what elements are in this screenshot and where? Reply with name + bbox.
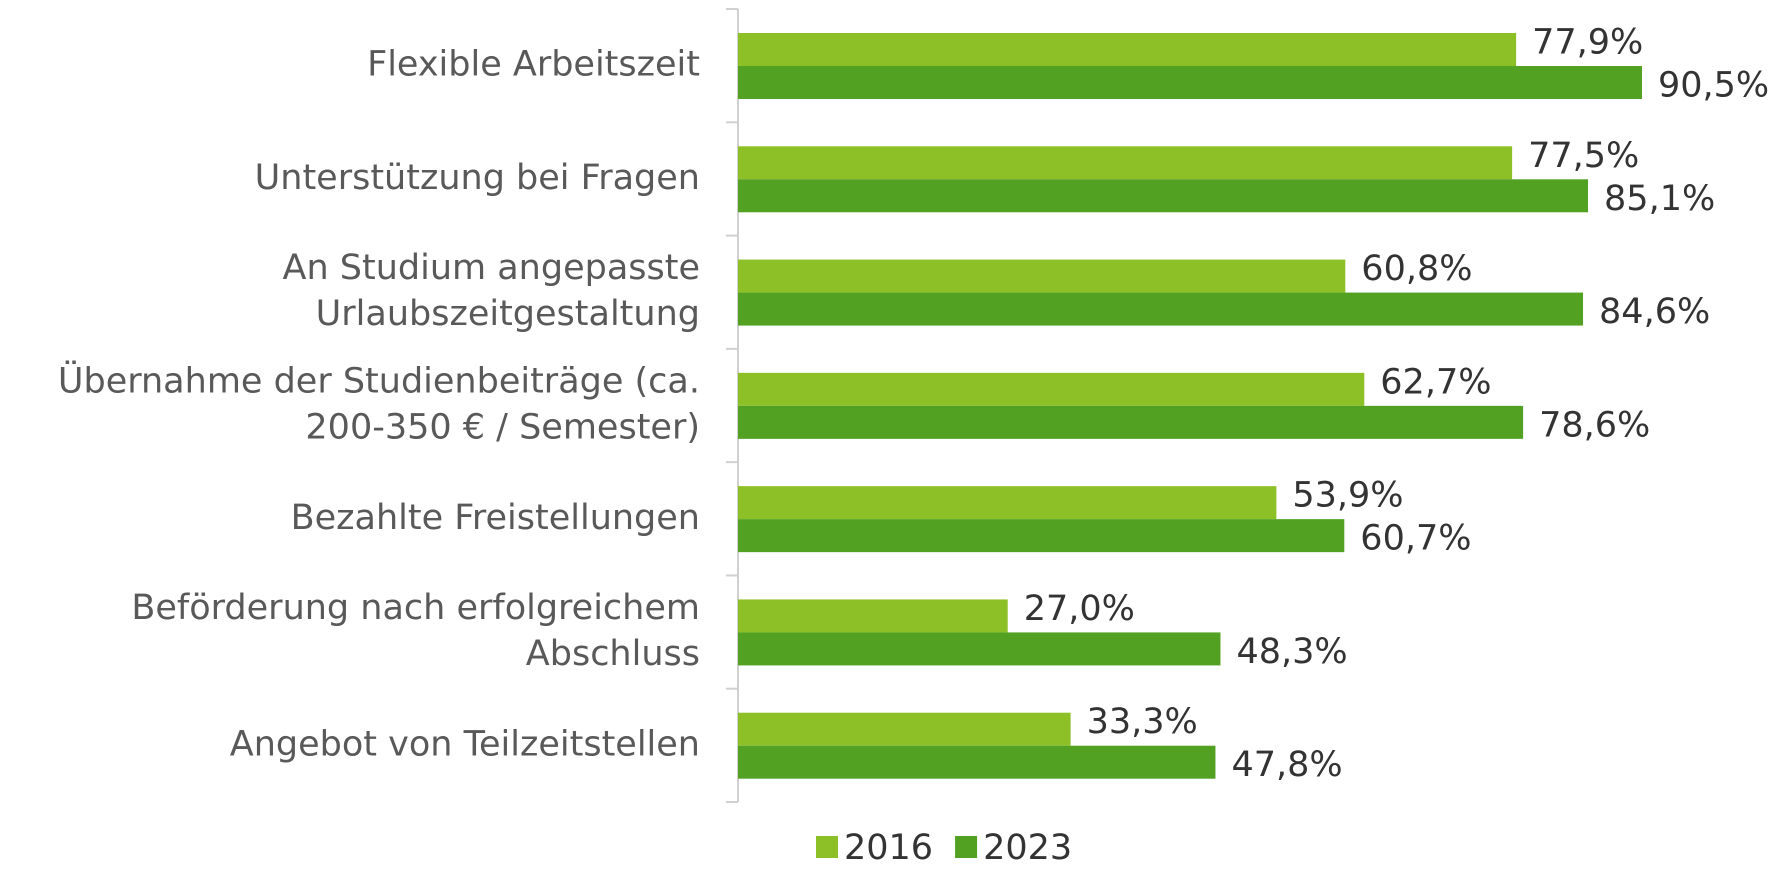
y-tick-label-line: Unterstützung bei Fragen: [255, 158, 700, 198]
value-label: 62,7%: [1380, 362, 1491, 402]
y-tick-label-line: Übernahme der Studienbeiträge (ca.: [58, 360, 700, 402]
bar: [738, 486, 1277, 520]
y-tick-label: Angebot von Teilzeitstellen: [230, 724, 700, 764]
y-tick-label-line: Urlaubszeitgestaltung: [316, 294, 700, 334]
bar: [738, 632, 1221, 666]
value-label: 60,8%: [1361, 249, 1472, 289]
value-label: 85,1%: [1604, 179, 1715, 219]
bar: [738, 599, 1008, 633]
legend-swatch: [955, 836, 978, 858]
value-label: 84,6%: [1599, 292, 1710, 332]
y-tick-label: Flexible Arbeitszeit: [367, 45, 700, 85]
value-label: 27,0%: [1024, 589, 1135, 629]
y-tick-label: Beförderung nach erfolgreichem Abschluss: [131, 588, 700, 674]
value-label: 60,7%: [1360, 519, 1471, 559]
bar: [738, 179, 1589, 213]
value-label: 47,8%: [1231, 745, 1342, 785]
value-label: 78,6%: [1539, 405, 1650, 445]
value-label: 33,3%: [1087, 702, 1198, 742]
value-label: 77,9%: [1532, 23, 1643, 63]
bar: [738, 146, 1513, 180]
y-tick-label-line: Beförderung nach erfolgreichem: [131, 588, 700, 628]
bar: [738, 712, 1071, 746]
y-tick-label-line: Angebot von Teilzeitstellen: [230, 724, 700, 764]
value-label: 48,3%: [1236, 632, 1347, 672]
y-tick-label-line: 200-350 € / Semester): [305, 408, 700, 448]
y-tick-label: Unterstützung bei Fragen: [255, 158, 700, 198]
legend-label: 2023: [983, 828, 1072, 868]
y-tick-label: Bezahlte Freistellungen: [291, 498, 700, 538]
bar: [738, 405, 1524, 439]
y-tick-label-line: Abschluss: [526, 634, 700, 674]
bar: [738, 519, 1345, 553]
value-label: 53,9%: [1292, 476, 1403, 516]
bar: [738, 745, 1216, 779]
legend-swatch: [816, 836, 838, 858]
y-tick-label-line: Flexible Arbeitszeit: [367, 45, 700, 85]
bar: [738, 33, 1517, 66]
value-label: 90,5%: [1658, 66, 1769, 106]
bar: [738, 372, 1365, 406]
y-tick-label-line: An Studium angepasste: [283, 248, 701, 288]
y-tick-label-line: Bezahlte Freistellungen: [291, 498, 700, 538]
value-label: 77,5%: [1528, 136, 1639, 176]
y-tick-label: An Studium angepasste Urlaubszeitgestaltu…: [283, 248, 701, 334]
y-tick-label: Übernahme der Studienbeiträge (ca. 200-35…: [58, 360, 700, 448]
bar: [738, 259, 1346, 293]
legend-label: 2016: [844, 828, 933, 868]
bar: [738, 292, 1584, 326]
bar: [738, 66, 1642, 99]
